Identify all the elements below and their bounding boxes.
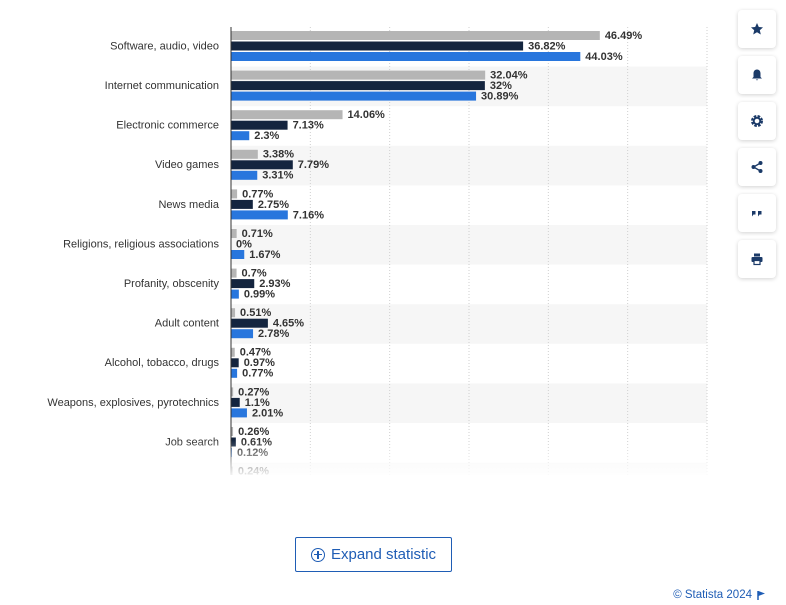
value-label: 44.03% [585,51,623,63]
bar [231,229,237,238]
bar [231,318,268,328]
bar [231,52,581,61]
bar [231,81,485,91]
fade-overlay [0,440,730,475]
print-icon [751,253,763,266]
value-label: 0.26% [238,426,269,438]
quote-icon [752,211,762,217]
value-label: 0.47% [240,347,271,359]
flag-icon[interactable] [756,590,766,600]
bar [231,110,343,120]
value-label: 7.16% [293,209,324,221]
share-icon [751,161,763,173]
bar [231,387,234,397]
category-label: Alcohol, tobacco, drugs [105,357,220,369]
category-label: Internet communication [105,80,219,92]
value-label: 0.7% [242,268,267,280]
value-label: 32% [490,80,512,92]
expand-button[interactable]: Expand statistic [295,537,452,572]
category-label: Software, audio, video [110,40,219,52]
value-label: 7.79% [298,159,329,171]
bar [231,149,258,159]
bar [231,91,477,101]
expand-label: Expand statistic [330,546,437,563]
value-label: 0.77% [242,188,273,200]
clip-mask [0,475,730,500]
bar [231,397,240,407]
value-label: 2.93% [259,278,290,290]
value-label: 2.01% [252,407,283,419]
bar [231,368,238,378]
bar [231,268,237,278]
bar [231,347,235,357]
bar [231,329,254,339]
value-label: 4.65% [273,318,304,330]
value-label: 0.99% [244,289,275,301]
value-label: 0.97% [244,357,275,369]
bar [231,31,600,40]
bar [231,199,253,209]
value-label: 3.31% [262,170,293,182]
plus-icon [310,547,325,562]
value-label: 7.13% [293,120,324,132]
bar [231,408,247,418]
gear-icon [751,115,763,127]
value-label: 1.1% [245,397,270,409]
category-label: News media [158,199,219,211]
value-label: 2.78% [258,328,289,340]
star-icon [751,23,763,35]
share-button[interactable] [738,148,776,186]
value-label: 3.38% [263,149,294,161]
category-label: Weapons, explosives, pyrotechnics [47,397,219,409]
bar [231,250,245,259]
bar [231,131,250,141]
value-label: 2.75% [258,199,289,211]
value-label: 30.89% [481,91,519,103]
alert-button[interactable] [738,56,776,94]
cite-button[interactable] [738,194,776,232]
bar [231,210,288,220]
bar [231,41,524,51]
bar [231,170,258,180]
value-label: 0% [236,238,252,250]
bar [231,120,288,130]
value-label: 0.51% [240,307,271,319]
bar [231,160,293,170]
value-label: 0.77% [242,368,273,380]
bell-icon [752,69,762,81]
settings-button[interactable] [738,102,776,140]
value-label: 46.49% [605,30,643,42]
category-label: Profanity, obscenity [124,278,220,290]
print-button[interactable] [738,240,776,278]
bar [231,427,234,436]
value-label: 2.3% [254,130,279,142]
favorite-button[interactable] [738,10,776,48]
category-label: Adult content [155,318,219,330]
credit[interactable]: © Statista 2024 [673,589,752,601]
bar [231,289,239,299]
value-label: 36.82% [528,40,566,52]
bar [231,308,236,318]
category-label: Religions, religious associations [63,238,219,250]
bar [231,358,239,368]
value-label: 0.71% [242,228,273,240]
bar [231,279,255,289]
category-label: Electronic commerce [116,120,219,132]
value-label: 32.04% [490,70,528,82]
value-label: 14.06% [348,109,386,121]
bar [231,70,486,80]
chart: Software, audio, video Internet communica… [0,27,730,500]
value-label: 1.67% [249,249,280,261]
category-label: Video games [155,159,220,171]
value-label: 0.27% [238,386,269,398]
bar [231,189,238,199]
